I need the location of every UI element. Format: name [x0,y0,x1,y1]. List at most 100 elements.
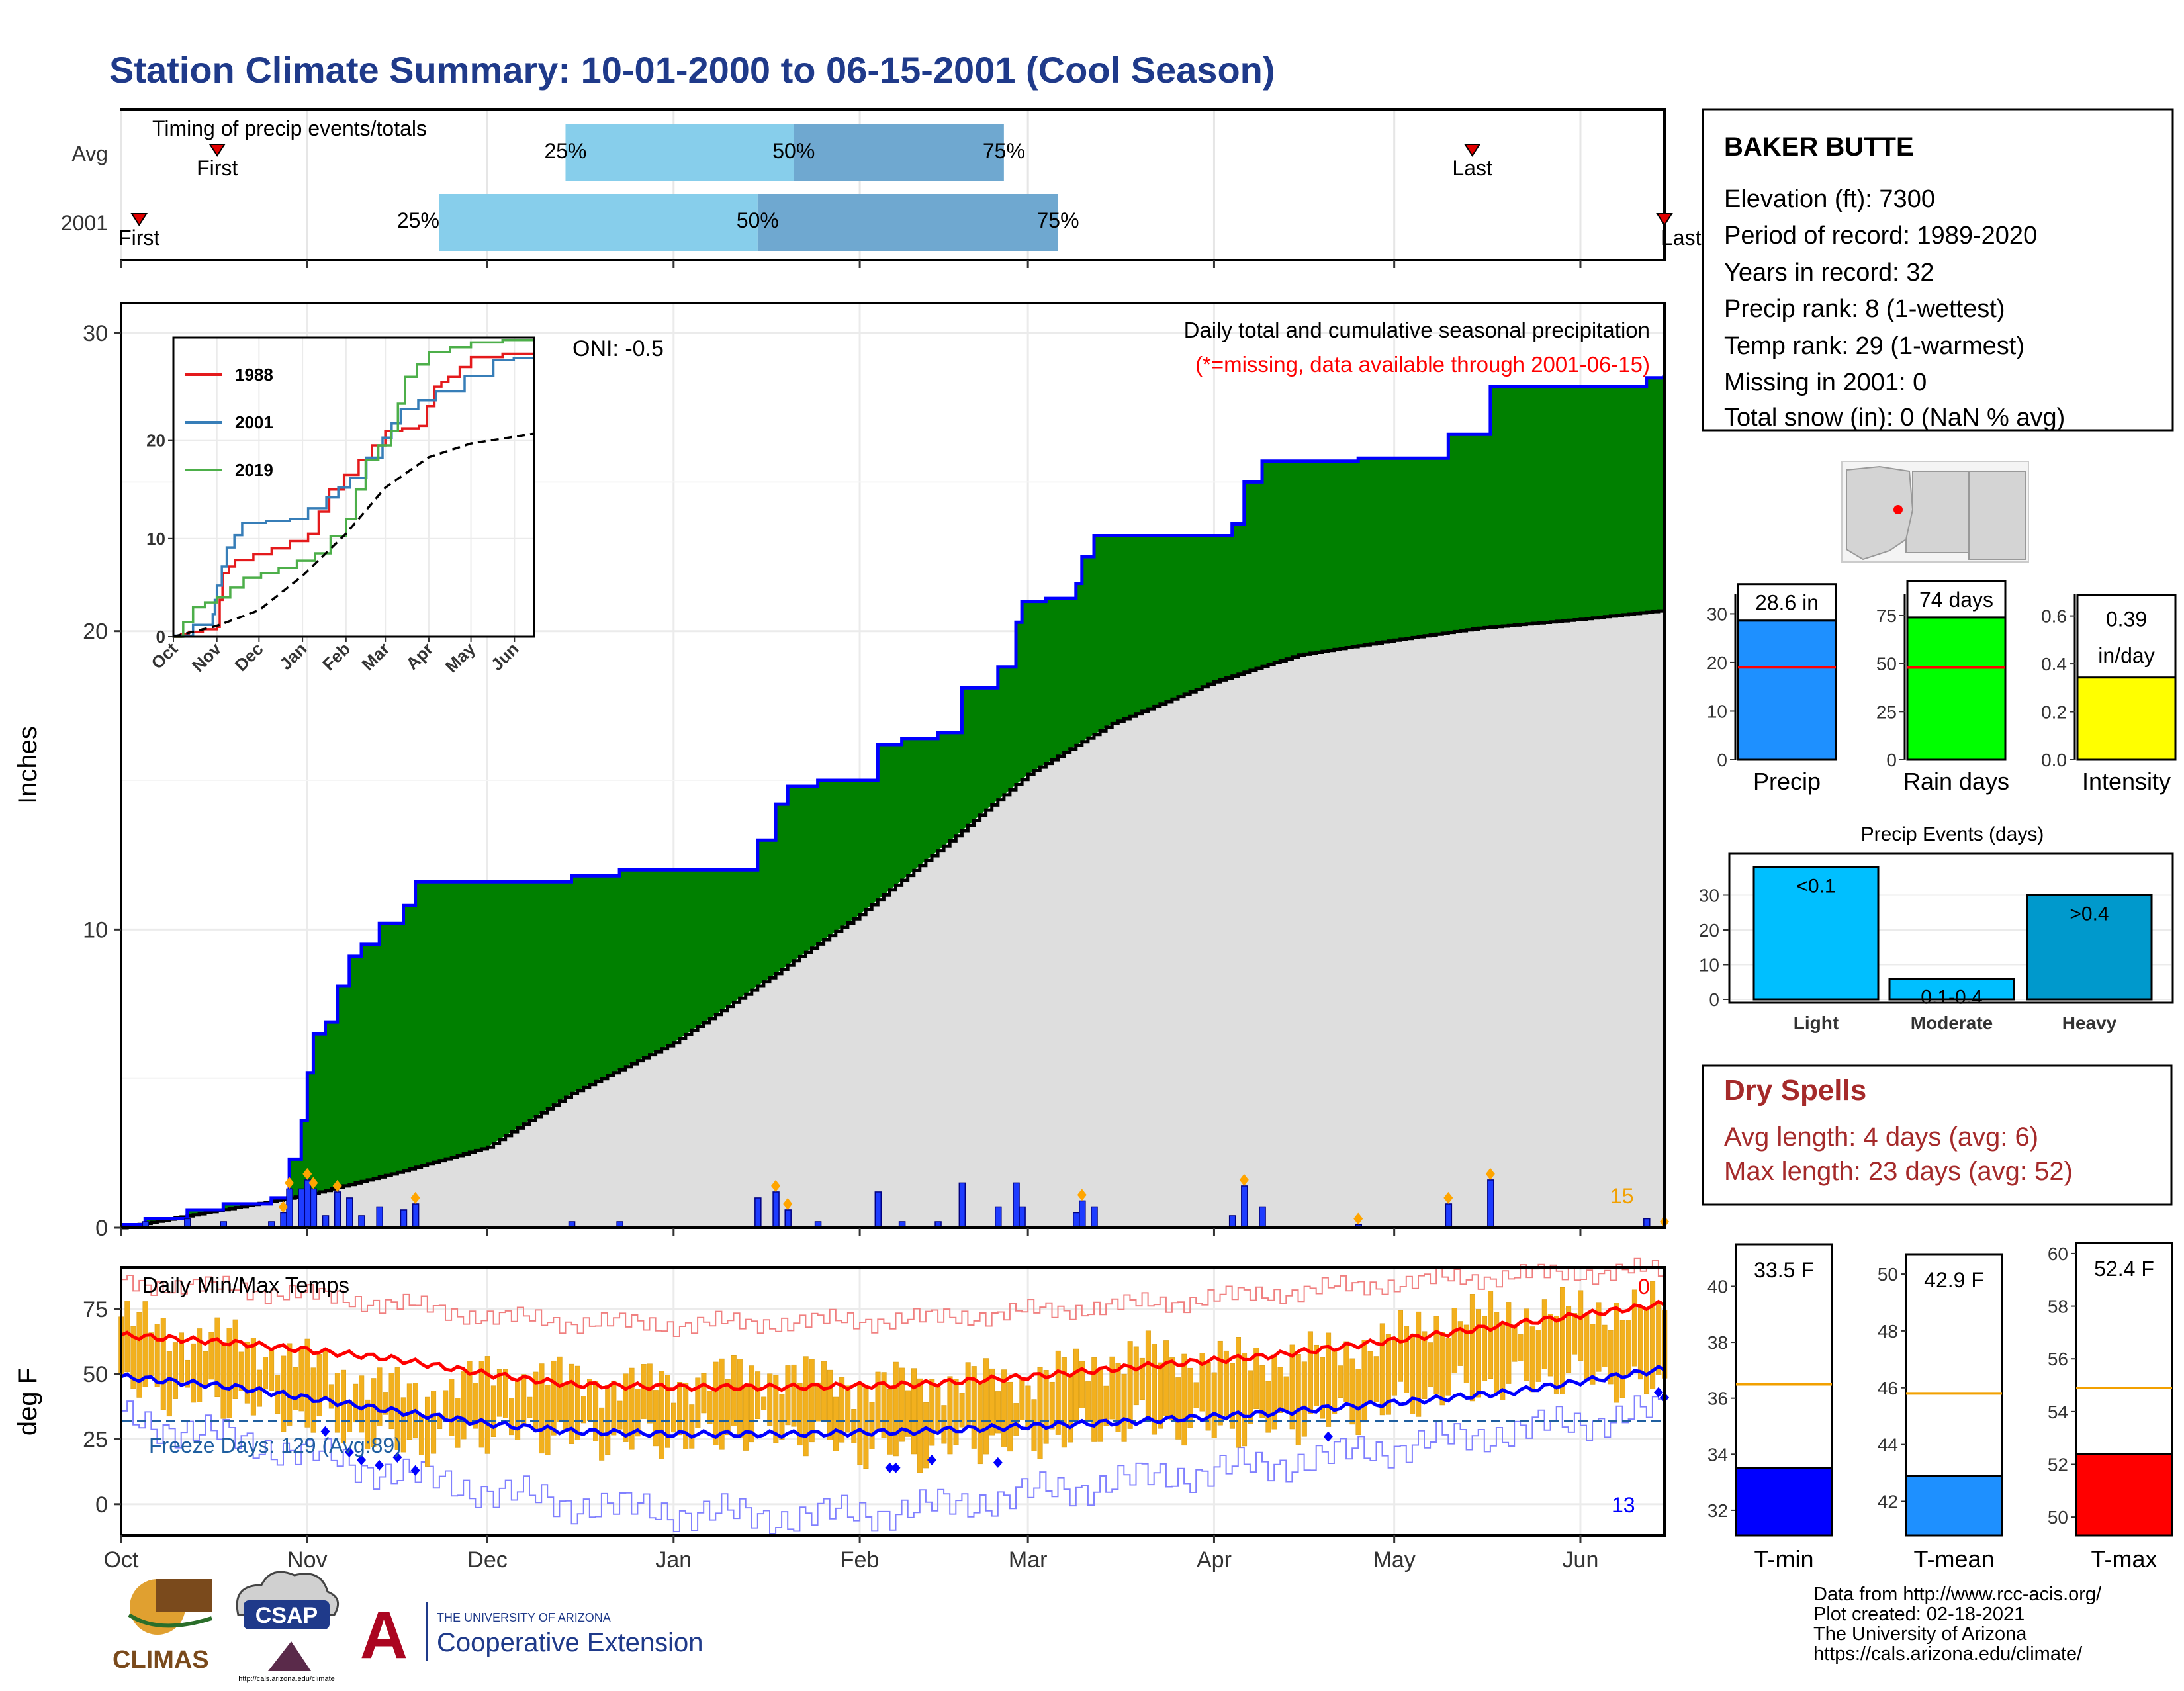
temp-range-bar [749,1365,755,1443]
record-low-marker-Feb-6 [885,1462,895,1473]
temp-range-bar [502,1369,508,1418]
temp-range-bar [965,1362,971,1428]
temp-range-bar [785,1365,791,1426]
timing-title: Timing of precip events/totals [152,116,427,140]
temp-range-bar [1013,1403,1019,1436]
timing-avg-p50-label: 50% [772,139,815,163]
temp-range-bar [1590,1324,1596,1385]
events-ytick-label-10: 10 [1699,955,1719,976]
temp-range-bar [593,1381,599,1441]
timing-avg-first-marker [208,144,226,157]
temp-range-bar [1115,1363,1121,1432]
precip-summary-bars: 0 10 20 30 28.6 in Precip 0 25 50 75 74 days Rain d… [1707,580,2177,795]
timing-labels: 25% 50% 75% First Last 25% 50% 75% First Last [118,139,1701,250]
temp-range-bar [1608,1330,1614,1385]
summary-label-text-2: 0.39 [2106,608,2147,631]
dry-spells-avg: Avg length: 4 days (avg: 6) [1724,1122,2038,1152]
precip-ytick-label-20: 20 [83,619,108,645]
temp-summary-ytick-label-0: 40 [1707,1276,1728,1297]
ua-logo-top: THE UNIVERSITY OF ARIZONA [437,1611,611,1624]
temp-range-bar [641,1364,647,1419]
timing-bars [439,124,1058,251]
temp-range-bar [1175,1377,1181,1440]
record-marker-Jan-20 [783,1197,793,1210]
temp-range-bar [779,1394,785,1440]
record-max-line [121,1257,1665,1337]
climas-swoosh-icon [128,1613,212,1628]
events-bar-heavy [2026,894,2153,1001]
daily-bar-Nov-4 [322,1215,330,1228]
temp-range-bar [473,1383,478,1429]
credit-university: The University of Arizona [1813,1623,2027,1645]
summary-bar-precip [1737,619,1837,761]
temp-range-bar [1338,1365,1343,1398]
temp-range-bar [1614,1303,1619,1403]
temp-range-bar [719,1358,725,1450]
page-title: Station Climate Summary: 10-01-2000 to 0… [109,49,1275,91]
inset-legend-label-2019: 2019 [235,460,273,480]
temp-range-bar [1463,1324,1469,1383]
credit-data-source: Data from http://www.rcc-acis.org/ [1813,1584,2102,1605]
temp-range-bar [431,1391,437,1454]
inset-legend-label-2001: 2001 [235,412,273,432]
temp-range-bar [527,1396,533,1418]
temp-range-bar [1469,1294,1475,1402]
temp-summary-ytick-label-0: 36 [1707,1389,1728,1409]
temp-range-bar [1223,1350,1229,1416]
temp-range-bar [1572,1313,1578,1355]
csap-mountain-icon [268,1641,311,1671]
summary-category-label-1: Rain days [1903,768,2009,795]
temp-range-bar [605,1385,611,1455]
temp-range-bar [1181,1353,1187,1446]
temp-range-bar [1043,1370,1049,1444]
freeze-days-label: Freeze Days: 129 (Avg:89) [149,1434,402,1457]
daily-record-markers [278,1167,1669,1228]
daily-bar-Oct-28 [280,1212,287,1228]
temp-range-bar [478,1360,484,1448]
station-period: Period of record: 1989-2020 [1724,222,2037,250]
daily-bar-Feb-4 [874,1191,882,1228]
temp-range-bar [1103,1385,1109,1426]
daily-bar-Nov-2 [310,1188,318,1228]
summary-ytick-label-1: 75 [1876,606,1897,626]
timing-avg-p25-label: 25% [544,139,586,163]
temp-range-bar [1506,1302,1512,1384]
temp-range-bar [1404,1326,1410,1393]
temp-range-bar [220,1343,226,1419]
temp-range-bar [1025,1385,1031,1430]
temp-range-bar [1619,1320,1625,1398]
summary-label-text-2: in/day [2098,644,2154,668]
temp-summary-value-label-1: 42.9 F [1924,1268,1984,1292]
temp-range-bar [124,1301,130,1373]
temp-panel-border [120,1266,1666,1537]
temp-range-bar [130,1326,136,1389]
record-marker-May-17 [1485,1167,1495,1180]
temp-xtick-label-Oct: Oct [104,1547,139,1573]
daily-bar-Jun-12 [1643,1218,1651,1228]
dry-spells-title: Dry Spells [1724,1074,1866,1107]
record-low-marker-Jun-14 [1653,1387,1663,1398]
average-min-line [120,1365,1666,1440]
temp-range-bar [905,1390,911,1437]
temp-range-bar [580,1396,586,1424]
temp-chart-title: Daily Min/Max Temps [142,1273,349,1297]
record-min-line [121,1395,1665,1535]
summary-ytick-label-0: 0 [1717,750,1727,770]
temp-range-bar [484,1356,490,1454]
temp-range-bar [953,1379,959,1445]
temp-range-bar [293,1367,298,1410]
events-bar-label-heavy: >0.4 [2070,903,2109,925]
temp-ytick-label-25: 25 [83,1428,108,1453]
temp-range-bar [1019,1377,1025,1420]
temp-range-bar [160,1318,166,1410]
temp-ytick-label-75: 75 [83,1297,108,1322]
temp-range-bar [166,1351,172,1417]
temp-range-bar [1410,1336,1416,1414]
temp-range-bar [664,1375,670,1448]
temp-range-bar [328,1384,334,1409]
temp-range-bar [287,1343,293,1426]
temp-range-bar [881,1372,887,1438]
inset-line-average [173,432,535,638]
temp-range-bar [1445,1338,1451,1396]
temp-summary-ytick-label-1: 48 [1878,1321,1898,1342]
